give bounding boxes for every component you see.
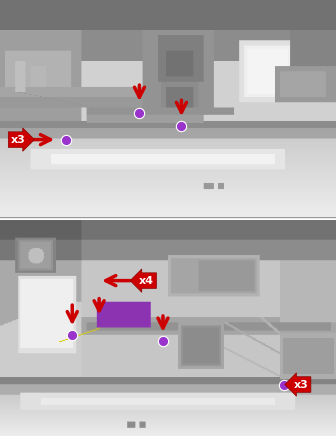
- Text: x3: x3: [11, 135, 26, 145]
- Point: [137, 109, 142, 116]
- Point: [63, 136, 68, 143]
- Point: [179, 122, 184, 129]
- Point: [281, 381, 287, 388]
- Text: x4: x4: [139, 275, 154, 286]
- Point: [160, 338, 166, 345]
- Point: [70, 331, 75, 338]
- Text: x3: x3: [293, 380, 308, 389]
